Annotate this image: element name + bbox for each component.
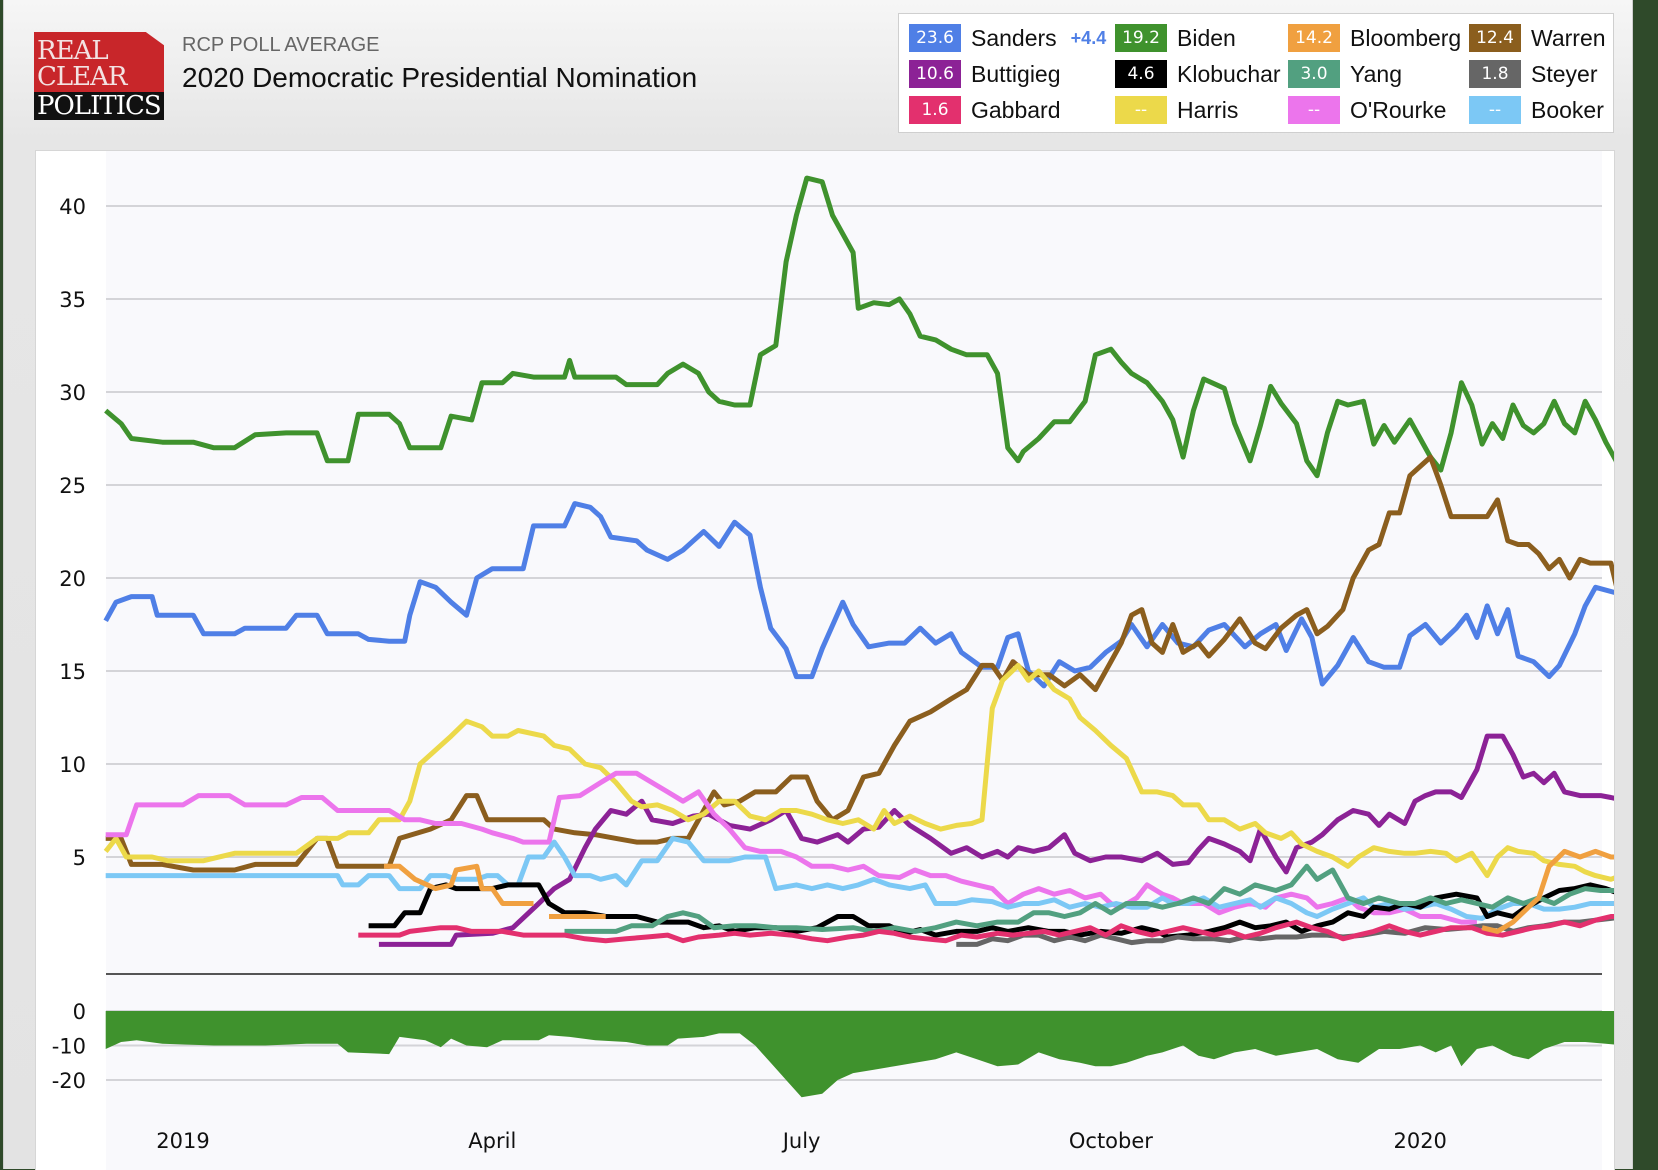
- legend-item-buttigieg[interactable]: 10.6 Buttigieg: [909, 59, 1061, 89]
- legend-item-steyer[interactable]: 1.8 Steyer: [1469, 59, 1597, 89]
- legend-value-badge: --: [1288, 96, 1340, 124]
- legend-label: Yang: [1350, 60, 1403, 87]
- legend-item-biden[interactable]: 19.2 Biden: [1115, 23, 1236, 53]
- legend: 23.6 Sanders +4.4 19.2 Biden 14.2 Bloomb…: [898, 13, 1614, 133]
- legend-value-badge: 3.0: [1288, 60, 1340, 88]
- legend-label: O'Rourke: [1350, 96, 1447, 123]
- chart-title: 2020 Democratic Presidential Nomination: [182, 62, 698, 93]
- chart-area: 5 10 15 20 25 30 35 40 0 -10 -20 2019 April July Octob…: [35, 150, 1615, 1170]
- x-tick-label: 2020: [1393, 1129, 1446, 1153]
- legend-lead-value: +4.4: [1070, 27, 1107, 48]
- legend-label: Warren: [1531, 24, 1606, 51]
- series-line-gabbard: [358, 914, 1614, 944]
- x-tick-label: 2019: [156, 1129, 209, 1153]
- legend-value-badge: 23.6: [909, 24, 961, 52]
- chart-panel: REAL CLEAR POLITICS RCP POLL AVERAGE 202…: [3, 0, 1633, 1170]
- legend-value-badge: 14.2: [1288, 24, 1340, 52]
- legend-item-booker[interactable]: -- Booker: [1469, 95, 1604, 125]
- series-line-bloomberg: [384, 863, 534, 906]
- legend-value-badge: 19.2: [1115, 24, 1167, 52]
- spread-area-biden-lead: [105, 1011, 1614, 1098]
- legend-label: Harris: [1177, 96, 1239, 123]
- y-tick-label-lower: 0: [73, 1000, 86, 1024]
- logo-word-3: POLITICS: [37, 91, 162, 121]
- legend-label: Klobuchar: [1177, 60, 1281, 87]
- logo-black-block: [34, 92, 164, 120]
- legend-label: Steyer: [1531, 60, 1598, 87]
- x-tick-label: April: [468, 1129, 516, 1153]
- legend-value-badge: --: [1469, 96, 1521, 124]
- legend-item-warren[interactable]: 12.4 Warren: [1469, 23, 1606, 53]
- legend-label: Biden: [1177, 24, 1236, 51]
- legend-label: Sanders: [971, 24, 1057, 51]
- legend-value-badge: --: [1115, 96, 1167, 124]
- legend-item-orourke[interactable]: -- O'Rourke: [1288, 95, 1446, 125]
- legend-item-sanders[interactable]: 23.6 Sanders +4.4: [909, 23, 1106, 53]
- y-tick-label: 5: [73, 846, 86, 870]
- y-tick-label: 35: [59, 288, 86, 312]
- legend-value-badge: 10.6: [909, 60, 961, 88]
- y-tick-label: 15: [59, 660, 86, 684]
- legend-item-klobuchar[interactable]: 4.6 Klobuchar: [1115, 59, 1281, 89]
- legend-value-badge: 12.4: [1469, 24, 1521, 52]
- x-tick-label: October: [1069, 1129, 1153, 1153]
- legend-value-badge: 4.6: [1115, 60, 1167, 88]
- plot-background: [106, 151, 1602, 1170]
- y-tick-label-lower: -10: [52, 1035, 86, 1059]
- y-tick-label: 10: [59, 753, 86, 777]
- logo-red-block: [34, 32, 164, 92]
- legend-item-gabbard[interactable]: 1.6 Gabbard: [909, 95, 1061, 125]
- legend-item-harris[interactable]: -- Harris: [1115, 95, 1238, 125]
- series-line-bloomberg: [1481, 848, 1614, 934]
- legend-label: Bloomberg: [1350, 24, 1462, 51]
- y-tick-label-lower: -20: [52, 1069, 86, 1093]
- legend-item-yang[interactable]: 3.0 Yang: [1288, 59, 1402, 89]
- legend-item-bloomberg[interactable]: 14.2 Bloomberg: [1288, 23, 1461, 53]
- y-tick-label: 40: [59, 195, 86, 219]
- chart-subtitle: RCP POLL AVERAGE: [182, 34, 380, 56]
- y-tick-label: 30: [59, 381, 86, 405]
- series-line-harris: [103, 662, 1614, 882]
- legend-label: Buttigieg: [971, 60, 1061, 87]
- x-tick-label: July: [781, 1129, 821, 1153]
- legend-label: Gabbard: [971, 96, 1061, 123]
- chart-svg[interactable]: 5 10 15 20 25 30 35 40 0 -10 -20 2019 April July Octob…: [36, 151, 1614, 1170]
- y-tick-label: 20: [59, 567, 86, 591]
- legend-label: Booker: [1531, 96, 1604, 123]
- legend-value-badge: 1.8: [1469, 60, 1521, 88]
- rcp-logo[interactable]: REAL CLEAR POLITICS: [34, 32, 164, 120]
- logo-word-2: CLEAR: [37, 62, 127, 92]
- y-tick-label: 25: [59, 474, 86, 498]
- logo-word-1: REAL: [37, 36, 109, 66]
- series-line-sanders: [103, 501, 1614, 689]
- series-line-warren: [105, 454, 1614, 873]
- series-line-yang: [564, 863, 1614, 934]
- legend-value-badge: 1.6: [909, 96, 961, 124]
- series-line-biden: [104, 175, 1614, 479]
